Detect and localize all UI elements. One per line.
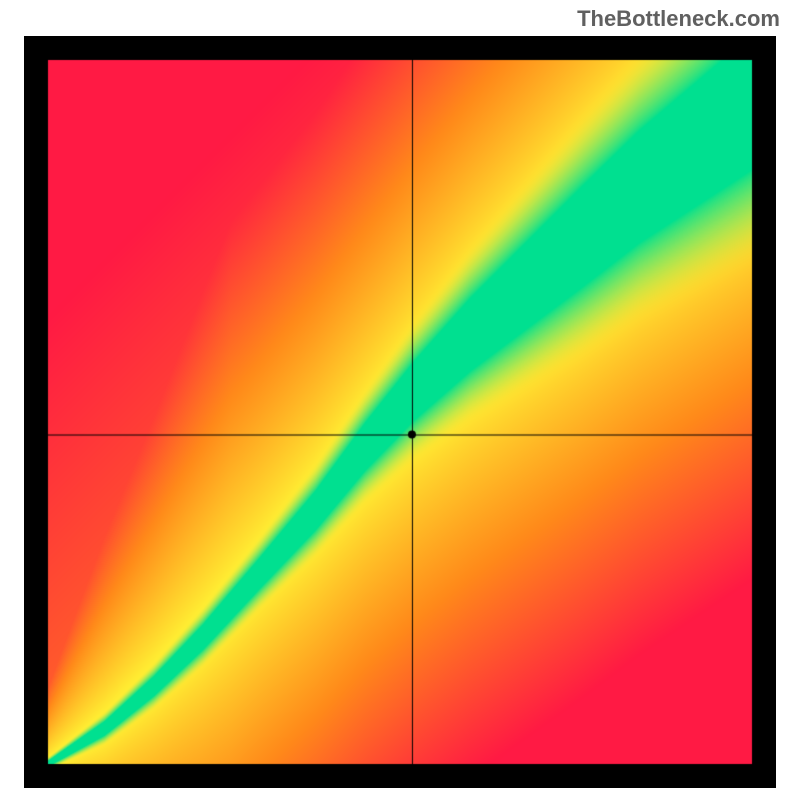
watermark-text: TheBottleneck.com [577, 6, 780, 32]
bottleneck-heatmap [24, 36, 776, 788]
heatmap-canvas [24, 36, 776, 788]
